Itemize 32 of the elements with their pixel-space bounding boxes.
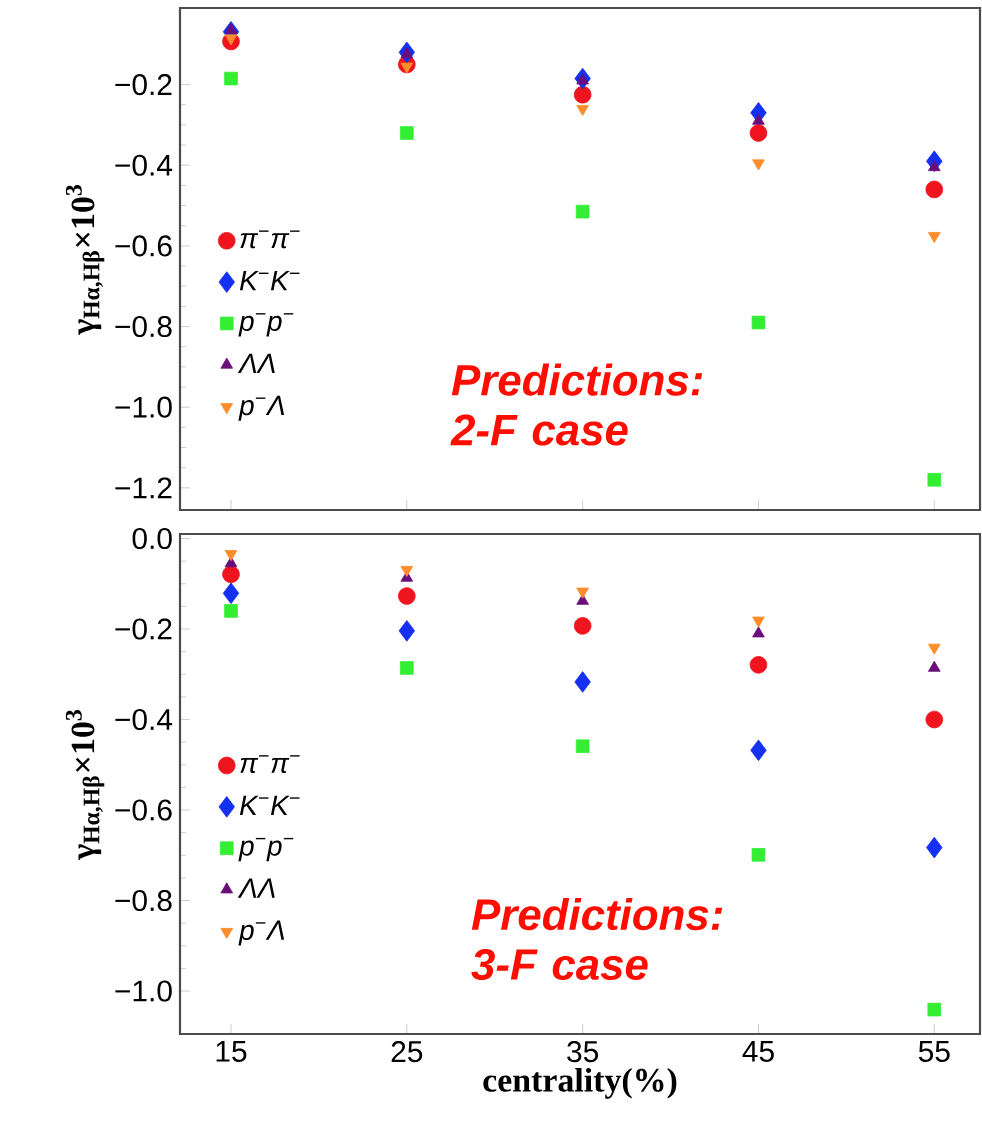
x-tick-label: 15 — [216, 1041, 247, 1062]
y-tick-label: −1.2 — [115, 477, 172, 499]
legend-label: p$^{−}$p$^{−}$ — [238, 837, 294, 862]
legend-label: p$^{−}$p$^{−}$ — [238, 313, 294, 337]
legend-label: π$^{−}$π$^{−}$ — [240, 230, 300, 249]
legend-label: p$^{−}$Λ — [238, 395, 285, 421]
y-tick-label: −1.0 — [115, 980, 172, 1002]
y-axis-title: γ$_{Hα,Hβ}$×10$^{3}$ — [65, 710, 105, 860]
annotation: Predictions: 2-F case — [450, 363, 703, 446]
y-tick-label: −0.4 — [115, 154, 173, 176]
legend-label: ΛΛ — [237, 878, 275, 898]
y-tick-label: 0.0 — [132, 527, 172, 550]
y-tick-label: −0.2 — [115, 74, 172, 96]
y-tick-label: −1.0 — [115, 396, 172, 418]
x-tick-label: 35 — [567, 1041, 599, 1063]
legend-label: K$^{−}$K$^{−}$ — [239, 271, 300, 291]
x-tick-label: 45 — [742, 1041, 774, 1062]
y-tick-label: −0.4 — [115, 708, 173, 731]
annotation: Predictions: 3-F case — [471, 897, 723, 981]
y-tick-label: −0.6 — [115, 235, 172, 257]
y-tick-label: −0.2 — [115, 618, 172, 640]
legend-label: π$^{−}$π$^{−}$ — [240, 755, 300, 774]
y-tick-label: −0.8 — [115, 315, 172, 338]
y-axis-title: γ$_{Hα,Hβ}$×10$^{3}$ — [65, 185, 105, 335]
legend-label: p$^{−}$Λ — [238, 920, 285, 946]
x-axis-title: centrality(%) — [483, 1067, 677, 1099]
x-tick-label: 55 — [918, 1041, 950, 1062]
legend-label: ΛΛ — [237, 353, 275, 373]
y-tick-label: −0.6 — [115, 799, 172, 821]
x-tick-label: 25 — [391, 1041, 423, 1063]
legend-label: K$^{−}$K$^{−}$ — [239, 795, 300, 815]
y-tick-label: −0.8 — [115, 889, 172, 912]
